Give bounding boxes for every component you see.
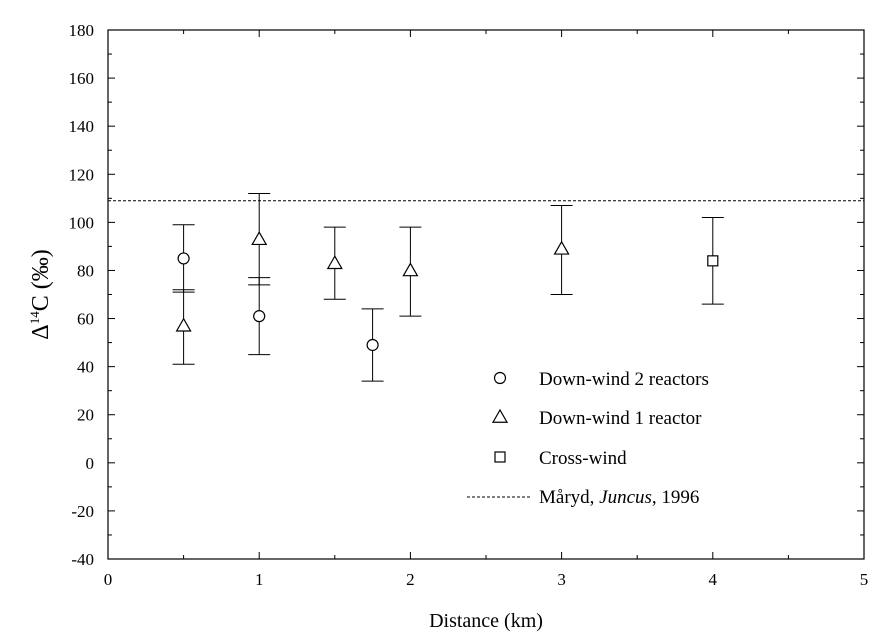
y-tick-label: 20: [77, 406, 94, 425]
y-tick-label: 40: [77, 358, 94, 377]
legend-reference-part: Måryd,: [539, 487, 599, 508]
data-point-triangle: [175, 317, 192, 332]
x-tick-label: 4: [709, 570, 718, 589]
y-axis-title-delta: Δ: [28, 324, 54, 339]
data-point-circle: [253, 310, 266, 323]
legend-marker-circle: [493, 371, 507, 385]
y-axis-title-superscript: 14: [27, 311, 42, 325]
y-tick-label: 0: [86, 454, 95, 473]
legend-marker-square: [494, 451, 506, 463]
legend-label-reference: Måryd, Juncus, 1996: [539, 487, 699, 508]
data-point-circle: [366, 338, 379, 352]
y-tick-label: -40: [71, 550, 94, 569]
y-tick-label: 160: [69, 69, 95, 88]
y-tick-label: -20: [71, 502, 94, 521]
legend-reference-part: Juncus: [599, 487, 652, 508]
y-tick-label: 180: [69, 21, 95, 40]
data-point-square: [707, 255, 719, 267]
y-tick-label: 140: [69, 117, 95, 136]
legend-reference-part: , 1996: [652, 487, 700, 508]
x-tick-label: 5: [860, 570, 869, 589]
plot-frame: [107, 29, 865, 560]
x-tick-label: 3: [557, 570, 566, 589]
x-axis-title: Distance (km): [429, 610, 543, 632]
y-axis-title: Δ14C (‰): [27, 249, 54, 339]
x-tick-label: 0: [104, 570, 113, 589]
data-point-circle: [177, 252, 190, 265]
legend-label: Cross-wind: [539, 448, 627, 469]
x-tick-label: 1: [255, 570, 264, 589]
legend-label: Down-wind 1 reactor: [539, 408, 702, 429]
y-axis-title-suffix: C (‰): [28, 249, 54, 311]
y-tick-label: 120: [69, 165, 95, 184]
x-tick-label: 2: [406, 570, 415, 589]
y-tick-label: 80: [77, 261, 94, 280]
data-point-triangle: [251, 230, 268, 246]
y-tick-label: 100: [69, 213, 95, 232]
legend-marker-triangle: [491, 408, 509, 423]
legend: Down-wind 2 reactors Down-wind 1 reactor C…: [467, 369, 709, 508]
legend-label: Down-wind 2 reactors: [539, 369, 709, 390]
y-tick-label: 60: [77, 310, 94, 329]
data-point-triangle: [402, 262, 419, 277]
data-point-triangle: [553, 240, 570, 255]
data-point-triangle: [326, 255, 343, 270]
